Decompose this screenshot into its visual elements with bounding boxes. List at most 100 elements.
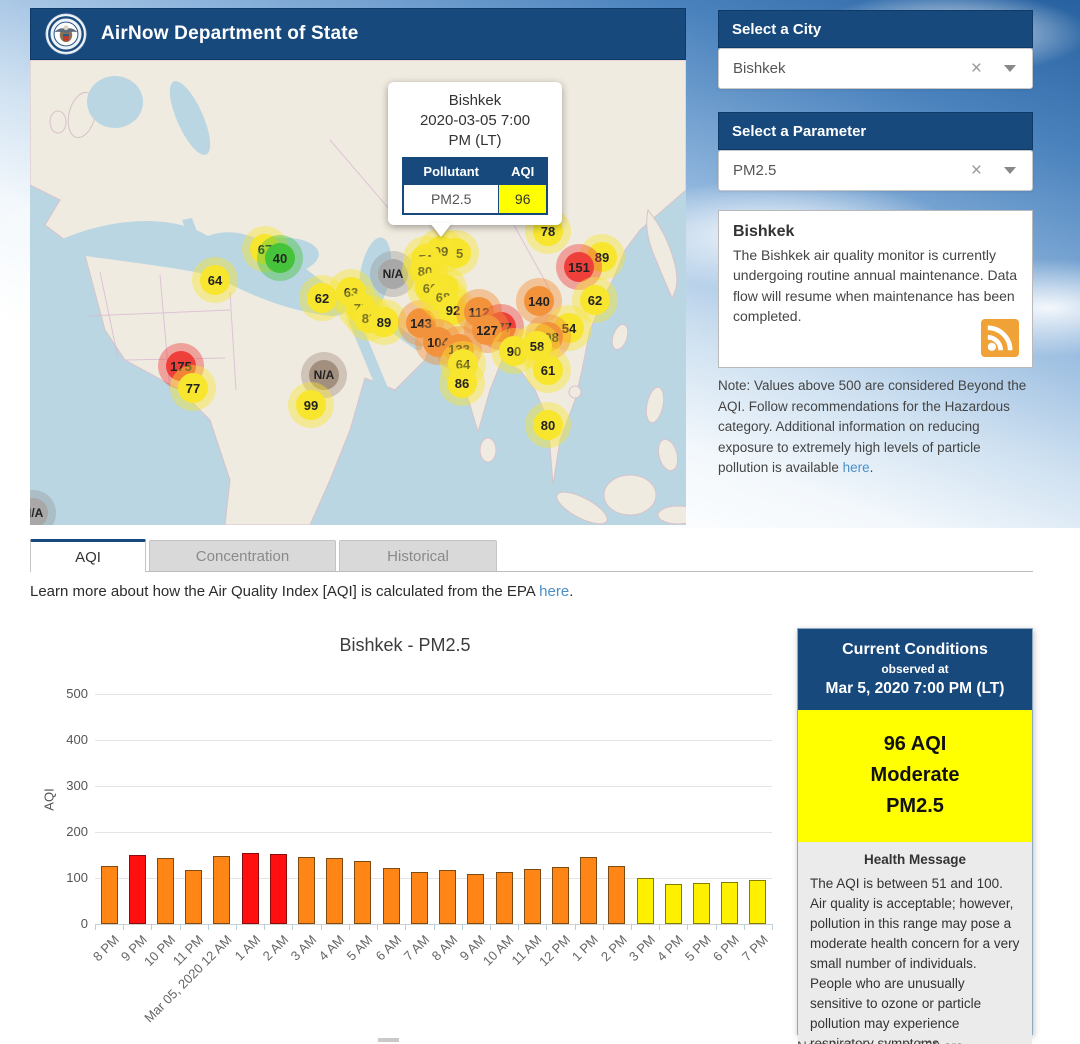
popup-pollutant-value: PM2.5	[402, 184, 500, 215]
bar-10-PM[interactable]	[157, 858, 175, 924]
map-popup: Bishkek 2020-03-05 7:00 PM (LT) Pollutan…	[388, 82, 562, 225]
map-marker-NA[interactable]: N/A	[309, 360, 339, 390]
map-marker-99[interactable]: 99	[296, 390, 326, 420]
bar-9-AM[interactable]	[467, 874, 485, 924]
map-marker-40[interactable]: 40	[265, 243, 295, 273]
tab-historical-label: Historical	[387, 547, 449, 565]
page-title: AirNow Department of State	[101, 23, 359, 44]
x-tickmark	[546, 924, 548, 930]
info-box-title: Bishkek	[733, 223, 795, 240]
legend-partial	[378, 1038, 399, 1042]
bar-10-AM[interactable]	[495, 872, 513, 924]
x-tickmark	[95, 924, 96, 930]
bar-1-AM[interactable]	[241, 853, 259, 924]
popup-col-aqi: AQI	[498, 157, 548, 185]
tab-concentration[interactable]: Concentration	[149, 540, 336, 571]
bar-2-PM[interactable]	[608, 865, 626, 924]
map-marker-80[interactable]: 80	[533, 410, 563, 440]
map-marker-NA[interactable]: N/A	[30, 498, 48, 525]
bar-3-PM[interactable]	[636, 878, 654, 924]
tab-concentration-label: Concentration	[195, 547, 290, 565]
bar-6-PM[interactable]	[721, 881, 739, 924]
beyond-aqi-note: Note: Values above 500 are considered Be…	[718, 376, 1033, 479]
gridline-500	[95, 694, 772, 695]
x-tickmark	[207, 924, 209, 930]
bar-Mar-05-2020-12-AM[interactable]	[213, 856, 231, 924]
x-tickmark	[236, 924, 238, 930]
bar-12-PM[interactable]	[551, 867, 569, 924]
x-tickmark	[772, 924, 773, 930]
parameter-select[interactable]: PM2.5 ×	[718, 150, 1033, 191]
bar-3-AM[interactable]	[298, 856, 316, 924]
cc-observed-at: observed at	[881, 662, 949, 676]
bar-1-PM[interactable]	[580, 857, 598, 924]
bottom-note-partial: Note: Values above 500 are considered Be…	[797, 1037, 1033, 1044]
bar-11-AM[interactable]	[523, 869, 541, 924]
x-tickmark	[292, 924, 294, 930]
health-message-text: The AQI is between 51 and 100. Air quali…	[810, 876, 1020, 1044]
map-marker-62[interactable]: 62	[307, 283, 337, 313]
map-marker-89[interactable]: 89	[369, 307, 399, 337]
map-marker-140[interactable]: 140	[524, 286, 554, 316]
map-marker-NA[interactable]: N/A	[378, 259, 408, 289]
bar-2-AM[interactable]	[269, 854, 287, 924]
map-marker-58[interactable]: 58	[522, 331, 552, 361]
gridline-300	[95, 786, 772, 787]
rss-icon[interactable]	[981, 319, 1019, 357]
tab-historical[interactable]: Historical	[339, 540, 497, 571]
learn-more-link[interactable]: here	[539, 583, 570, 600]
bar-6-AM[interactable]	[382, 867, 400, 924]
select-parameter-header: Select a Parameter	[718, 112, 1033, 150]
x-tickmark	[461, 924, 463, 930]
x-tickmark	[264, 924, 266, 930]
bar-7-PM[interactable]	[749, 879, 767, 924]
map-marker-151[interactable]: 151	[564, 252, 594, 282]
bar-11-PM[interactable]	[185, 869, 203, 924]
city-dropdown-arrow-icon[interactable]	[1004, 65, 1016, 72]
bar-7-AM[interactable]	[410, 872, 428, 924]
tab-aqi-label: AQI	[75, 548, 101, 566]
current-conditions-panel: Current Conditions observed at Mar 5, 20…	[797, 628, 1033, 1044]
y-tick-0: 0	[80, 916, 88, 931]
map-marker-77[interactable]: 77	[178, 373, 208, 403]
bar-8-AM[interactable]	[439, 870, 457, 924]
city-select-value: Bishkek	[733, 60, 786, 77]
bar-5-AM[interactable]	[354, 860, 372, 924]
x-tickmark	[602, 924, 604, 930]
tab-aqi[interactable]: AQI	[30, 539, 146, 572]
city-info-box: Bishkek The Bishkek air quality monitor …	[718, 210, 1033, 368]
parameter-clear-icon[interactable]: ×	[970, 159, 982, 181]
map-marker-127[interactable]: 127	[472, 315, 502, 345]
bar-5-PM[interactable]	[692, 882, 710, 924]
learn-more-prefix: Learn more about how the Air Quality Ind…	[30, 583, 540, 600]
x-tickmark	[659, 924, 661, 930]
note-link[interactable]: here	[842, 460, 870, 476]
bar-9-PM[interactable]	[128, 854, 146, 924]
map-marker-92[interactable]: 92	[438, 295, 468, 325]
city-select[interactable]: Bishkek ×	[718, 48, 1033, 89]
current-conditions-header: Current Conditions observed at Mar 5, 20…	[798, 629, 1032, 710]
popup-city: Bishkek	[448, 92, 502, 109]
cc-title: Current Conditions	[842, 641, 988, 658]
chart-title: Bishkek - PM2.5	[339, 635, 471, 655]
popup-table: Pollutant AQI PM2.5 96	[402, 157, 548, 215]
city-clear-icon[interactable]: ×	[970, 57, 982, 79]
x-tickmark	[715, 924, 717, 930]
map-marker-64[interactable]: 64	[200, 265, 230, 295]
x-tickmark	[123, 924, 125, 930]
bar-8-PM[interactable]	[100, 865, 118, 924]
bar-4-AM[interactable]	[326, 858, 344, 924]
parameter-dropdown-arrow-icon[interactable]	[1004, 167, 1016, 174]
cc-datetime: Mar 5, 2020 7:00 PM (LT)	[825, 680, 1005, 697]
map-marker-62[interactable]: 62	[580, 285, 610, 315]
map-marker-61[interactable]: 61	[533, 355, 563, 385]
x-label-10-AM: 10 AM	[479, 932, 517, 969]
world-aqi-map[interactable]: 674064N/A626375888914317577N/A99N/A78959…	[30, 60, 686, 525]
x-tickmark	[489, 924, 491, 930]
x-tickmark	[151, 924, 153, 930]
map-marker-86[interactable]: 86	[447, 368, 477, 398]
info-box-message: The Bishkek air quality monitor is curre…	[733, 247, 1018, 324]
note-prefix: Note: Values above 500 are considered Be…	[718, 378, 1027, 476]
x-label-4-AM: 4 AM	[315, 932, 348, 964]
bar-4-PM[interactable]	[664, 883, 682, 924]
